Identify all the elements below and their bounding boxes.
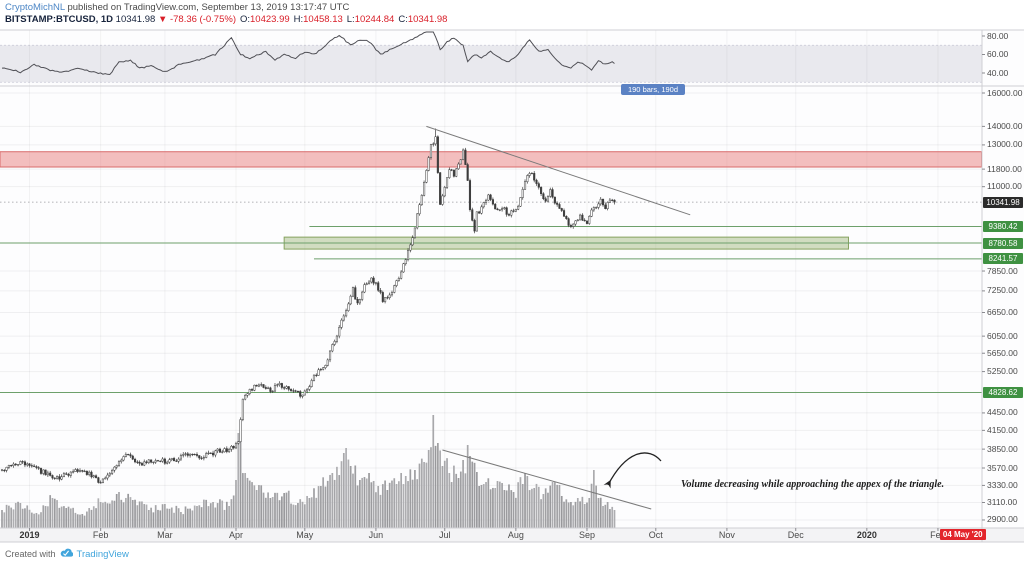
price-tick: 11800.00 <box>987 163 1022 174</box>
price-tick: 5650.00 <box>987 347 1018 358</box>
oscillator-tick: 60.00 <box>987 49 1009 59</box>
time-axis-label: Sep <box>578 530 595 540</box>
price-tick: 7850.00 <box>987 265 1018 276</box>
price-scale[interactable]: 80.00 60.00 40.00 16000.00 14000.00 13000.00 1… <box>982 30 1024 542</box>
resistance-zone <box>0 151 983 168</box>
price-tick: 4150.00 <box>987 424 1018 435</box>
price-tick: 2900.00 <box>987 514 1018 525</box>
created-with-text: Created with <box>5 549 56 559</box>
oscillator-line[interactable] <box>1 31 615 76</box>
chart-header: CryptoMichNL published on TradingView.co… <box>5 2 447 26</box>
time-axis-label: Apr <box>228 530 243 540</box>
time-axis-label: Aug <box>507 530 524 540</box>
oscillator-band[interactable] <box>0 44 982 83</box>
price-tick: 4450.00 <box>987 407 1018 418</box>
symbol-ohlc-line: BITSTAMP:BTCUSD, 1D 10341.98 ▼ -78.36 (-… <box>5 14 447 26</box>
volume-bars[interactable] <box>1 415 616 528</box>
time-axis-label: Feb <box>92 530 109 540</box>
time-axis[interactable]: 2019 Feb Mar Apr May Jun Jul Aug Sep Oct Nov Dec 202… <box>0 528 986 542</box>
oscillator-tick: 40.00 <box>987 67 1009 78</box>
low-value: 10244.84 <box>354 14 395 25</box>
price-tick: 5250.00 <box>987 366 1018 377</box>
time-axis-label: Mar <box>157 530 173 540</box>
level-price-badge: 4828.62 <box>983 387 1023 398</box>
annotation-arrow[interactable] <box>603 452 662 489</box>
close-label: C: <box>398 14 408 25</box>
time-axis-label: May <box>296 530 314 540</box>
bars-range-label[interactable]: 190 bars, 190d <box>621 84 685 95</box>
last-price-badge: 10341.98 <box>983 196 1023 208</box>
price-tick: 6050.00 <box>987 330 1018 341</box>
price-change: ▼ -78.36 (-0.75%) <box>157 14 236 25</box>
level-price-badge: 8780.58 <box>983 237 1023 249</box>
price-tick: 3330.00 <box>987 479 1018 490</box>
tradingview-logo-icon <box>60 545 73 561</box>
oscillator-tick: 80.00 <box>987 30 1009 41</box>
byline: CryptoMichNL published on TradingView.co… <box>5 2 447 14</box>
price-tick: 11000.00 <box>987 181 1022 192</box>
price-tick: 16000.00 <box>987 87 1023 98</box>
price-trendline[interactable] <box>426 125 691 216</box>
open-value: 10423.99 <box>250 14 290 25</box>
time-axis-label: Oct <box>648 530 663 540</box>
event-date-badge[interactable]: 04 May '20 <box>939 529 986 540</box>
high-value: 10458.13 <box>303 14 343 25</box>
symbol-title[interactable]: BITSTAMP:BTCUSD, 1D <box>5 14 114 25</box>
price-tick: 3570.00 <box>987 462 1018 473</box>
author-link[interactable]: CryptoMichNL <box>5 2 65 13</box>
grid[interactable] <box>0 30 982 528</box>
tradingview-brand-link[interactable]: TradingView <box>76 548 129 560</box>
price-tick: 14000.00 <box>987 120 1023 131</box>
time-axis-label: Jun <box>368 530 384 540</box>
time-axis-label: Jul <box>438 530 451 540</box>
time-axis-label: 2019 <box>19 530 40 540</box>
price-tick: 3850.00 <box>987 443 1018 454</box>
price-tick: 7250.00 <box>987 285 1018 296</box>
level-price-badge: 9380.42 <box>983 220 1023 232</box>
last-price: 10341.98 <box>115 14 156 25</box>
time-axis-label: 2020 <box>856 530 877 540</box>
volume-trendline <box>442 449 652 510</box>
price-tick: 13000.00 <box>987 139 1023 150</box>
time-axis-label: Dec <box>787 530 804 540</box>
annotation-text[interactable]: Volume decreasing while approaching the … <box>681 479 945 490</box>
price-tick: 3110.00 <box>987 496 1018 507</box>
level-price-badge: 8241.57 <box>983 253 1023 265</box>
support-level-lines[interactable] <box>0 225 982 394</box>
byline-text: published on TradingView.com, September … <box>64 2 350 13</box>
open-label: O: <box>239 14 251 25</box>
close-value: 10341.98 <box>407 14 448 25</box>
high-label: H: <box>293 14 304 25</box>
time-axis-label: Nov <box>718 530 735 540</box>
low-label: L: <box>346 14 355 25</box>
time-axis-label: Feb <box>930 530 946 540</box>
price-candles[interactable] <box>0 128 616 484</box>
footer-attribution: Created with TradingView <box>5 545 129 561</box>
price-tick: 6650.00 <box>987 306 1018 317</box>
